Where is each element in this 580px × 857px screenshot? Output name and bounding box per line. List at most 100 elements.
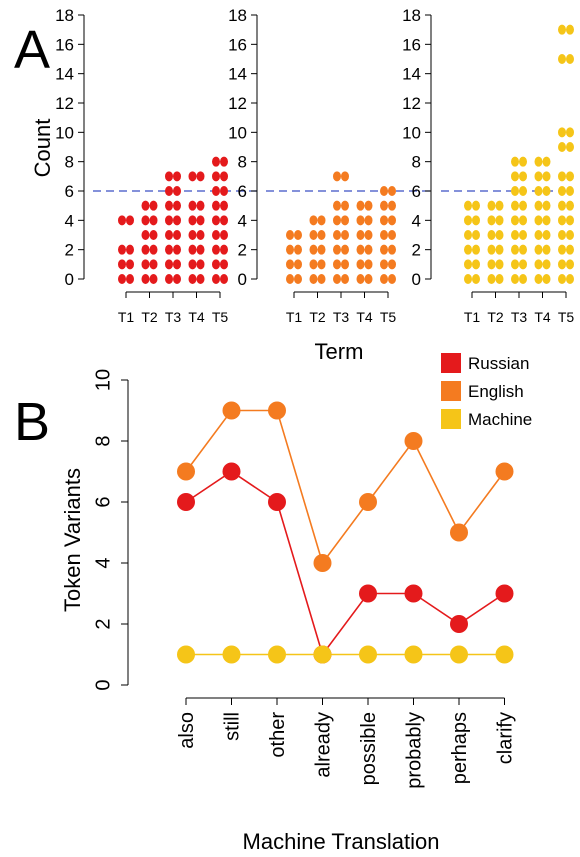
panel-a-data-point	[188, 259, 197, 270]
panel-b-x-tick-label: probably	[404, 712, 426, 789]
panel-a-data-point	[149, 215, 158, 226]
panel-a-data-point	[317, 244, 326, 255]
panel-a-data-point	[141, 230, 150, 240]
panel-a-x-tick-label: T4	[534, 309, 551, 325]
panel-a-y-tick-label: 2	[412, 241, 421, 260]
panel-a-data-point	[534, 156, 543, 167]
panel-a-data-point	[388, 200, 396, 211]
panel-a-data-point	[542, 230, 551, 240]
panel-a-data-point	[341, 215, 349, 226]
panel-b-data-point	[450, 615, 468, 633]
panel-a-x-tick-label: T5	[558, 309, 575, 325]
panel-a-data-point	[534, 186, 543, 196]
panel-a-x-tick-label: T4	[188, 309, 205, 325]
panel-b-data-point	[222, 462, 241, 481]
panel-b-legend-label: Machine	[468, 410, 532, 429]
panel-a-data-point	[364, 244, 373, 255]
panel-a-data-point	[173, 259, 181, 270]
panel-a-data-point	[495, 230, 504, 240]
panel-a-data-point	[487, 200, 496, 211]
panel-b-legend-swatch	[441, 353, 461, 373]
panel-a-data-point	[558, 127, 566, 138]
panel-a-x-tick-label: T1	[286, 309, 303, 325]
panel-a-data-point	[141, 259, 150, 270]
panel-a-data-point	[141, 274, 150, 284]
panel-a-data-point	[487, 274, 496, 284]
panel-a-data-point	[126, 274, 134, 284]
panel-a-x-tick-label: T2	[487, 309, 504, 325]
panel-a-data-point	[220, 215, 228, 226]
panel-a-y-tick-label: 8	[65, 153, 74, 172]
panel-b-data-point	[177, 493, 195, 511]
panel-a-data-point	[364, 200, 373, 211]
panel-a-data-point	[212, 244, 220, 255]
panel-a-data-point	[566, 24, 574, 35]
panel-a-subplot: 0 2 4 6 8 10 12 14 16 18 T1 T2 T3 T4 T5	[55, 6, 257, 325]
panel-label-a: A	[14, 20, 50, 80]
panel-b-legend: Russian English Machine	[441, 353, 532, 429]
panel-a-data-point	[511, 171, 519, 182]
panel-a-y-tick-label: 10	[55, 123, 74, 142]
panel-b-x-tick-label: other	[267, 712, 289, 758]
panel-a-y-tick-label: 10	[402, 123, 421, 142]
panel-a-data-point	[333, 259, 341, 270]
panel-a-data-point	[472, 274, 480, 284]
panel-a-y-axis-label: Count	[30, 119, 55, 178]
panel-b-y-tick-label: 10	[92, 369, 114, 391]
panel-a-data-point	[464, 230, 472, 240]
panel-a-data-point	[220, 244, 228, 255]
panel-a-data-point	[220, 186, 228, 196]
panel-a-data-point	[388, 274, 396, 284]
panel-b-y-tick-label: 6	[92, 496, 114, 507]
panel-label-b: B	[14, 392, 50, 452]
panel-a-data-point	[558, 186, 566, 196]
panel-a-data-point	[165, 244, 173, 255]
panel-a-data-point	[220, 274, 228, 284]
panel-a-data-point	[341, 274, 349, 284]
panel-a-data-point	[173, 274, 181, 284]
panel-a-data-point	[364, 274, 373, 284]
panel-a-data-point	[188, 274, 197, 284]
panel-a-data-point	[212, 259, 220, 270]
panel-a-x-axis-label: Term	[315, 339, 364, 364]
panel-a-data-point	[341, 200, 349, 211]
panel-a-data-point	[534, 274, 543, 284]
panel-a-data-point	[173, 171, 181, 182]
panel-a-y-tick-label: 6	[238, 182, 247, 201]
panel-a-data-point	[286, 274, 294, 284]
panel-a-data-point	[341, 244, 349, 255]
panel-a-data-point	[566, 244, 574, 255]
panel-a-data-point	[149, 244, 158, 255]
panel-a-data-point	[472, 200, 480, 211]
panel-a-data-point	[542, 171, 551, 182]
panel-b-data-point	[450, 645, 468, 664]
panel-a-data-point	[212, 215, 220, 226]
panel-a-data-point	[212, 156, 220, 167]
panel-a-data-point	[341, 230, 349, 240]
panel-a-data-point	[534, 259, 543, 270]
panel-b-data-point	[177, 462, 195, 481]
panel-a-data-point	[380, 200, 388, 211]
panel-a-y-tick-label: 6	[412, 182, 421, 201]
panel-a-x-tick-label: T5	[212, 309, 229, 325]
panel-a-data-point	[511, 259, 519, 270]
panel-a-data-point	[333, 274, 341, 284]
panel-a-data-point	[356, 230, 365, 240]
panel-a-data-point	[558, 54, 566, 64]
panel-a-x-tick-label: T3	[511, 309, 528, 325]
panel-a-data-point	[472, 259, 480, 270]
panel-a-data-point	[220, 230, 228, 240]
panel-a-data-point	[566, 259, 574, 270]
panel-a-data-point	[472, 244, 480, 255]
panel-a-data-point	[188, 200, 197, 211]
panel-a-data-point	[126, 259, 134, 270]
panel-a-data-point	[333, 230, 341, 240]
panel-a-data-point	[173, 244, 181, 255]
panel-b-data-point	[404, 645, 423, 664]
panel-b-data-point	[222, 645, 241, 664]
panel-a-y-tick-label: 12	[55, 94, 74, 113]
panel-a-data-point	[196, 259, 205, 270]
panel-a-data-point	[333, 200, 341, 211]
panel-a-y-tick-label: 4	[412, 211, 421, 230]
